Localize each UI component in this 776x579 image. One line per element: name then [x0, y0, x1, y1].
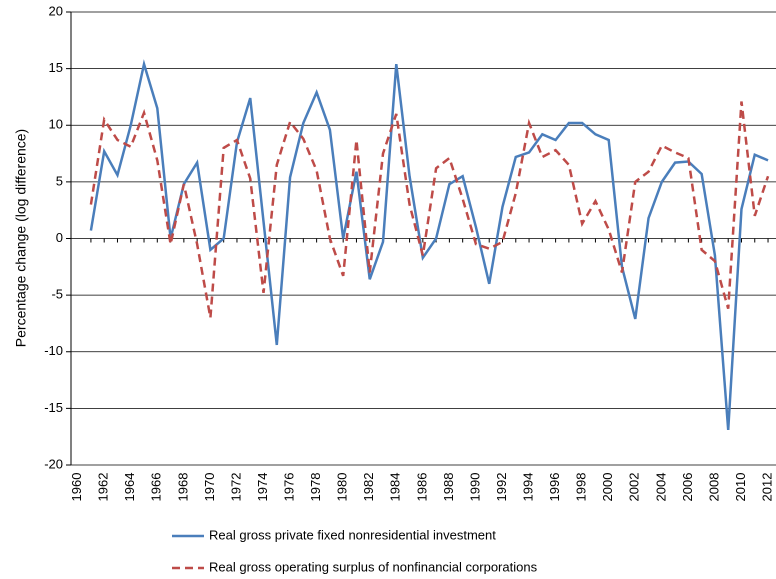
x-tick-label: 2004	[653, 473, 668, 502]
x-tick-label: 1982	[361, 473, 376, 502]
y-tick-label: -5	[51, 287, 63, 302]
x-tick-label: 1996	[547, 473, 562, 502]
x-tick-label: 1990	[467, 473, 482, 502]
x-tick-label: 1980	[335, 473, 350, 502]
y-tick-label: 5	[56, 173, 63, 188]
y-tick-label: -15	[44, 400, 63, 415]
y-tick-label: 15	[49, 60, 63, 75]
x-tick-label: 2006	[680, 473, 695, 502]
x-tick-label: 1992	[494, 473, 509, 502]
x-tick-label: 1962	[96, 473, 111, 502]
x-tick-label: 1964	[122, 473, 137, 502]
x-tick-label: 1970	[202, 473, 217, 502]
x-tick-label: 2000	[600, 473, 615, 502]
y-tick-label: 20	[49, 3, 63, 18]
x-tick-label: 1998	[574, 473, 589, 502]
x-tick-label: 2012	[759, 473, 774, 502]
y-tick-label: -20	[44, 456, 63, 471]
x-tick-label: 1986	[414, 473, 429, 502]
x-tick-label: 1968	[175, 473, 190, 502]
x-tick-label: 1966	[149, 473, 164, 502]
series-line	[89, 59, 769, 430]
y-axis-title: Percentage change (log difference)	[13, 129, 29, 347]
y-tick-label: -10	[44, 343, 63, 358]
series-line	[89, 101, 770, 318]
x-tick-label: 1976	[282, 473, 297, 502]
legend-label: Real gross operating surplus of nonfinan…	[209, 559, 538, 574]
x-tick-label: 1972	[228, 473, 243, 502]
x-tick-label: 1978	[308, 473, 323, 502]
x-tick-label: 1988	[441, 473, 456, 502]
x-tick-label: 1960	[69, 473, 84, 502]
y-tick-label: 0	[56, 230, 63, 245]
x-tick-label: 1994	[520, 473, 535, 502]
x-tick-label: 2010	[733, 473, 748, 502]
x-tick-label: 2002	[627, 473, 642, 502]
x-tick-label: 1984	[388, 473, 403, 502]
x-tick-label: 2008	[706, 473, 721, 502]
legend-label: Real gross private fixed nonresidential …	[209, 527, 496, 542]
y-tick-label: 10	[49, 117, 63, 132]
x-tick-label: 1974	[255, 473, 270, 502]
